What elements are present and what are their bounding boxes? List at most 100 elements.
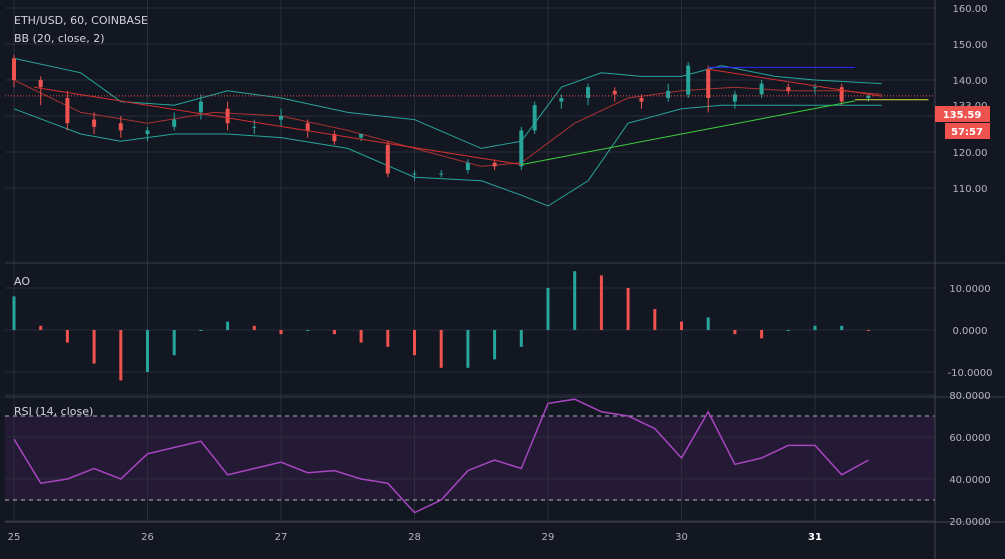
candle-body — [839, 87, 844, 102]
rsi-y-tick: 80.0000 — [949, 391, 990, 402]
candle-body — [732, 94, 737, 102]
candle-body — [465, 162, 470, 170]
ao-bar — [439, 330, 443, 368]
ao-bar — [519, 330, 523, 347]
bb-lower-line — [13, 104, 882, 207]
ao-bar — [786, 330, 790, 331]
ao-bar — [146, 330, 149, 372]
candle-body — [279, 116, 283, 120]
y-tick-label: 110.00 — [953, 184, 988, 195]
candle-body — [38, 80, 43, 88]
candle-body — [759, 83, 764, 95]
x-tick-label: 28 — [408, 532, 421, 543]
candle-body — [65, 98, 70, 124]
ao-bar — [413, 330, 416, 356]
ao-y-tick: 0.0000 — [953, 326, 988, 337]
candle-body — [686, 65, 691, 95]
candle-body — [786, 87, 791, 91]
ao-bar — [172, 330, 176, 356]
ao-bar — [706, 317, 710, 330]
candle-body — [532, 105, 537, 131]
candle-body — [586, 87, 591, 98]
candle-body — [559, 98, 564, 102]
candle-body — [612, 90, 617, 95]
candle-body — [225, 108, 230, 124]
ao-bar — [599, 275, 603, 330]
x-tick-label: 25 — [8, 532, 21, 543]
candle-body — [12, 58, 16, 80]
ao-bar — [840, 325, 844, 330]
x-tick-label: 31 — [808, 532, 822, 543]
ao-bar — [92, 330, 96, 364]
ao-y-tick: 10.0000 — [949, 284, 990, 295]
candle-body — [252, 126, 257, 128]
ao-layer — [12, 271, 870, 381]
ao-bar — [813, 325, 817, 330]
rsi-y-tick: 60.0000 — [949, 433, 990, 444]
candle-body — [198, 101, 203, 113]
candle-body — [666, 90, 671, 98]
rsi-layer — [13, 398, 869, 514]
ao-bar — [626, 288, 630, 330]
ao-bar — [760, 330, 764, 339]
candle-body — [706, 69, 711, 98]
trendline — [521, 100, 856, 166]
candle-body — [359, 134, 364, 138]
pane-title: ETH/USD, 60, COINBASE — [14, 14, 148, 27]
price-tag: 135.59 57:57 — [935, 106, 990, 139]
ao-bar — [12, 296, 16, 330]
ao-bar — [332, 330, 336, 335]
ao-y-tick: -10.0000 — [948, 368, 993, 379]
ao-bar — [493, 330, 497, 360]
y-tick-label: 120.00 — [953, 148, 988, 159]
candle-body — [492, 162, 497, 167]
y-tick-label: 150.00 — [953, 40, 988, 51]
ao-bar — [466, 330, 470, 368]
pane-indicator: BB (20, close, 2) — [14, 32, 105, 45]
trendline-layer — [5, 66, 935, 166]
ao-bar — [306, 330, 310, 331]
candle-body — [172, 119, 177, 127]
candle-body — [439, 173, 444, 175]
y-tick-label: 160.00 — [953, 4, 988, 15]
countdown-label: 57:57 — [951, 127, 983, 138]
ao-bar — [65, 330, 69, 343]
ao-bar — [733, 330, 737, 335]
trendline — [33, 86, 522, 166]
candle-body — [118, 123, 123, 131]
rsi-title: RSI (14, close) — [14, 405, 93, 418]
candle-body — [145, 130, 150, 134]
candle-body — [385, 144, 390, 174]
candle-body — [813, 87, 817, 89]
ao-bar — [279, 330, 283, 335]
rsi-band-fill — [5, 416, 935, 500]
last-price-label: 135.59 — [943, 110, 982, 121]
trendline — [708, 68, 882, 97]
rsi-line — [13, 398, 869, 514]
ao-bar — [359, 330, 363, 343]
candle-layer — [12, 54, 871, 181]
y-tick-label: 140.00 — [953, 76, 988, 87]
candle-body — [639, 98, 644, 102]
ao-bar — [546, 288, 550, 330]
rsi-y-tick: 40.0000 — [949, 475, 990, 486]
ao-bar — [39, 325, 43, 330]
ao-title: AO — [14, 275, 30, 288]
ao-bar — [653, 309, 657, 330]
x-tick-label: 30 — [675, 532, 688, 543]
candle-body — [519, 130, 524, 167]
x-tick-label: 29 — [542, 532, 555, 543]
ao-bar — [226, 321, 230, 330]
candle-body — [412, 173, 417, 175]
candle-body — [866, 95, 871, 98]
ao-bar — [386, 330, 390, 347]
rsi-y-tick: 20.0000 — [949, 517, 990, 528]
ao-bar — [680, 321, 683, 330]
ao-bar — [119, 330, 123, 381]
candle-body — [92, 119, 97, 127]
x-tick-label: 26 — [141, 532, 154, 543]
x-tick-label: 27 — [275, 532, 288, 543]
ao-bar — [573, 271, 577, 330]
ao-bar — [252, 325, 256, 330]
